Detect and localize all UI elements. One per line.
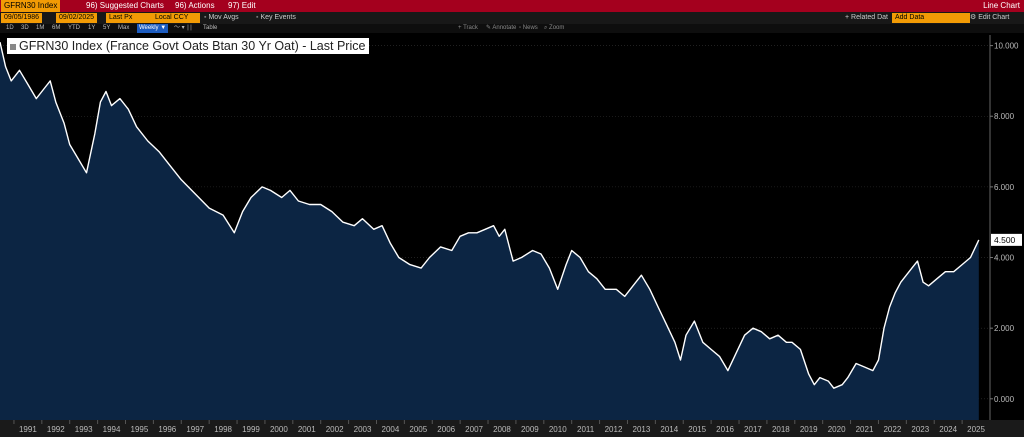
last-value-marker: 4.500 [991, 233, 1022, 246]
price-field-select[interactable]: Last Px [106, 13, 154, 23]
edit-menu[interactable]: 97) Edit [228, 1, 256, 10]
x-tick-label: 2001 [298, 425, 316, 434]
x-tick-label: 1996 [158, 425, 176, 434]
zoom-label: Zoom [549, 25, 565, 31]
x-tick-label: 2015 [688, 425, 706, 434]
checkbox-icon: ▪ [204, 14, 209, 21]
view-type-label: Line Chart [983, 1, 1020, 10]
news-icon: ▫ [519, 25, 523, 31]
x-tick-label: 1991 [19, 425, 37, 434]
x-tick-label: 2014 [660, 425, 678, 434]
x-tick-label: 1997 [186, 425, 204, 434]
x-tick-label: 1993 [75, 425, 93, 434]
pencil-icon: ✎ [486, 25, 493, 31]
x-tick-label: 2000 [270, 425, 288, 434]
y-tick-label: 10.000 [994, 42, 1019, 51]
key-events-toggle[interactable]: ▪ Key Events [256, 13, 296, 23]
period-button-ytd[interactable]: YTD [68, 25, 80, 31]
add-data-field[interactable]: Add Data [892, 13, 970, 23]
y-tick-label: 6.000 [994, 183, 1015, 192]
x-tick-label: 1999 [242, 425, 260, 434]
zoom-tool[interactable]: ⌕ Zoom [544, 24, 564, 33]
frequency-select[interactable]: Weekly ▼ [137, 24, 169, 33]
edit-chart-label: Edit Chart [978, 14, 1010, 21]
key-events-label: Key Events [260, 14, 296, 21]
x-axis: 1991 1992 1993 1994 1995 1996 1997 1998 1999 2000… [0, 420, 1024, 437]
x-tick-label: 2006 [437, 425, 455, 434]
x-tick-label: 2010 [549, 425, 567, 434]
start-date-field[interactable]: 09/05/1986 [1, 13, 43, 23]
mov-avgs-label: Mov Avgs [208, 14, 239, 21]
y-tick-label: 4.000 [994, 254, 1015, 263]
legend-swatch [10, 43, 16, 50]
x-tick-label: 2012 [605, 425, 623, 434]
x-tick-label: 2023 [911, 425, 929, 434]
x-tick-label: 2002 [326, 425, 344, 434]
period-button-max[interactable]: Max [118, 25, 130, 31]
period-button-1d[interactable]: 1D [6, 25, 14, 31]
series-line [0, 41, 980, 389]
track-label: Track [463, 25, 478, 31]
x-tick-label: 2004 [382, 425, 400, 434]
related-data-button[interactable]: + Related Dat [845, 14, 888, 21]
chart-title: GFRN30 Index (France Govt Oats Btan 30 Y… [7, 38, 370, 54]
x-tick-label: 2013 [633, 425, 651, 434]
period-bar: 1D 3D 1M 6M YTD 1Y 5Y Max Weekly ▼ 〜 ▾ ∣… [0, 24, 1024, 33]
title-bar: GFRN30 Index 96) Suggested Charts 96) Ac… [0, 0, 1024, 12]
series-area [0, 42, 979, 420]
period-button-5y[interactable]: 5Y [103, 25, 111, 31]
checkbox-icon: ▪ [256, 14, 261, 21]
x-tick-label: 2008 [493, 425, 511, 434]
x-tick-label: 2021 [856, 425, 874, 434]
x-tick-label: 2020 [828, 425, 846, 434]
x-axis-band [0, 420, 1024, 437]
table-button[interactable]: Table [203, 25, 218, 31]
x-tick-label: 1995 [131, 425, 149, 434]
x-tick-label: 2017 [744, 425, 762, 434]
chart-style-icons[interactable]: 〜 ▾ ∣∣ [174, 25, 193, 31]
news-label: News [522, 25, 538, 31]
x-tick-label: 2007 [465, 425, 483, 434]
y-tick-label: 0.000 [994, 395, 1015, 404]
x-tick-label: 2009 [521, 425, 539, 434]
x-tick-label: 2011 [577, 425, 595, 434]
x-tick-label: 2005 [409, 425, 427, 434]
period-button-6m[interactable]: 6M [52, 25, 61, 31]
last-value-label: 4.500 [994, 235, 1016, 245]
suggested-charts-menu[interactable]: 96) Suggested Charts [86, 1, 164, 10]
annotate-label: Annotate [492, 25, 517, 31]
period-button-3d[interactable]: 3D [21, 25, 29, 31]
x-tick-label: 2018 [772, 425, 790, 434]
track-tool[interactable]: + Track [458, 24, 478, 33]
actions-menu[interactable]: 96) Actions [175, 1, 215, 10]
x-tick-label: 2024 [939, 425, 957, 434]
y-tick-label: 8.000 [994, 112, 1015, 121]
y-axis: 0.000 2.000 4.000 6.000 8.000 10.000 [989, 35, 1019, 420]
period-button-1y[interactable]: 1Y [88, 25, 96, 31]
x-tick-label: 2025 [967, 425, 985, 434]
mov-avgs-toggle[interactable]: ▪ Mov Avgs [204, 13, 239, 23]
news-tool[interactable]: ▫ News [519, 24, 538, 33]
ticker-field[interactable]: GFRN30 Index [1, 0, 61, 12]
chart-title-text: GFRN30 Index (France Govt Oats Btan 30 Y… [19, 39, 366, 53]
gear-icon: ⚙ [970, 14, 979, 21]
x-tick-label: 2016 [716, 425, 734, 434]
annotate-tool[interactable]: ✎ Annotate [486, 24, 516, 33]
x-tick-label: 1998 [214, 425, 232, 434]
y-tick-label: 2.000 [994, 324, 1015, 333]
x-tick-label: 1992 [47, 425, 65, 434]
x-tick-label: 1994 [103, 425, 121, 434]
x-tick-label: 2003 [354, 425, 372, 434]
plus-icon: + [458, 25, 464, 31]
settings-bar: 09/05/1986 09/02/2025 Last Px Local CCY … [0, 12, 1024, 24]
period-button-1m[interactable]: 1M [36, 25, 45, 31]
end-date-field[interactable]: 09/02/2025 [56, 13, 98, 23]
edit-chart-button[interactable]: ⚙ Edit Chart [970, 13, 1009, 23]
last-value-box [991, 233, 1022, 246]
currency-select[interactable]: Local CCY [152, 13, 200, 23]
x-tick-label: 2022 [883, 425, 901, 434]
zoom-icon: ⌕ [544, 25, 550, 31]
x-tick-label: 2019 [800, 425, 818, 434]
